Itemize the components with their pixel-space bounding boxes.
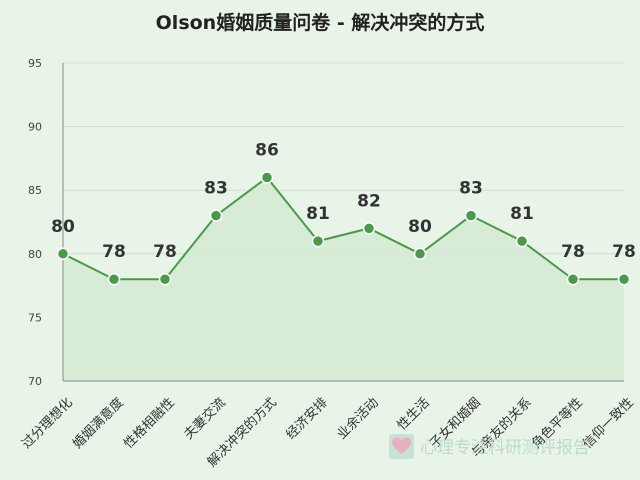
point-layer bbox=[56, 171, 631, 286]
y-tick-labels: 70 75 80 85 90 95 bbox=[28, 57, 42, 388]
area-fill bbox=[63, 177, 624, 381]
y-tick-label: 85 bbox=[28, 184, 42, 197]
data-point[interactable] bbox=[209, 209, 223, 222]
x-tick-label: 性生活 bbox=[395, 395, 433, 433]
data-point[interactable] bbox=[107, 272, 121, 286]
chart-title: Olson婚姻质量问卷 - 解决冲突的方式 bbox=[156, 11, 485, 34]
data-point[interactable] bbox=[158, 272, 172, 286]
watermark: 心理专注科研测评报告 bbox=[389, 434, 590, 459]
x-tick-label: 过分理想化 bbox=[19, 395, 76, 452]
watermark-text: 心理专注科研测评报告 bbox=[420, 438, 590, 458]
x-tick-label: 经济安排 bbox=[283, 395, 330, 442]
data-point[interactable] bbox=[413, 247, 427, 261]
data-point[interactable] bbox=[311, 234, 325, 248]
series-line bbox=[62, 176, 624, 281]
data-label: 83 bbox=[204, 179, 228, 199]
data-point[interactable] bbox=[617, 272, 631, 286]
data-labels: 80 78 78 83 86 81 82 80 83 81 78 78 bbox=[51, 140, 636, 262]
data-label: 83 bbox=[459, 179, 483, 199]
data-point[interactable] bbox=[56, 247, 70, 261]
x-tick-label: 婚姻满意度 bbox=[70, 395, 127, 452]
data-label: 80 bbox=[408, 217, 432, 237]
data-point[interactable] bbox=[260, 171, 274, 184]
x-tick-label: 性格相融性 bbox=[121, 395, 178, 452]
y-tick-label: 80 bbox=[28, 248, 42, 261]
x-tick-label: 夫妻交流 bbox=[181, 395, 229, 443]
data-point[interactable] bbox=[566, 272, 580, 286]
axis-layer bbox=[62, 63, 624, 382]
data-label: 81 bbox=[510, 204, 534, 224]
data-label: 81 bbox=[306, 204, 330, 224]
data-label: 80 bbox=[51, 217, 75, 237]
data-label: 78 bbox=[102, 242, 126, 262]
heart-icon bbox=[389, 434, 414, 459]
y-tick-label: 90 bbox=[28, 121, 42, 134]
data-label: 86 bbox=[255, 140, 279, 160]
data-point[interactable] bbox=[515, 234, 529, 248]
data-label: 78 bbox=[612, 242, 636, 262]
data-point[interactable] bbox=[464, 209, 478, 222]
y-tick-label: 70 bbox=[28, 375, 42, 388]
data-point[interactable] bbox=[362, 222, 376, 235]
line-layer bbox=[62, 176, 624, 281]
y-tick-label: 75 bbox=[28, 311, 42, 324]
data-label: 82 bbox=[357, 191, 381, 211]
y-tick-label: 95 bbox=[28, 57, 42, 70]
area-layer bbox=[63, 177, 624, 381]
data-label: 78 bbox=[153, 242, 177, 262]
data-label: 78 bbox=[561, 242, 585, 262]
x-tick-label: 业余活动 bbox=[334, 395, 382, 443]
